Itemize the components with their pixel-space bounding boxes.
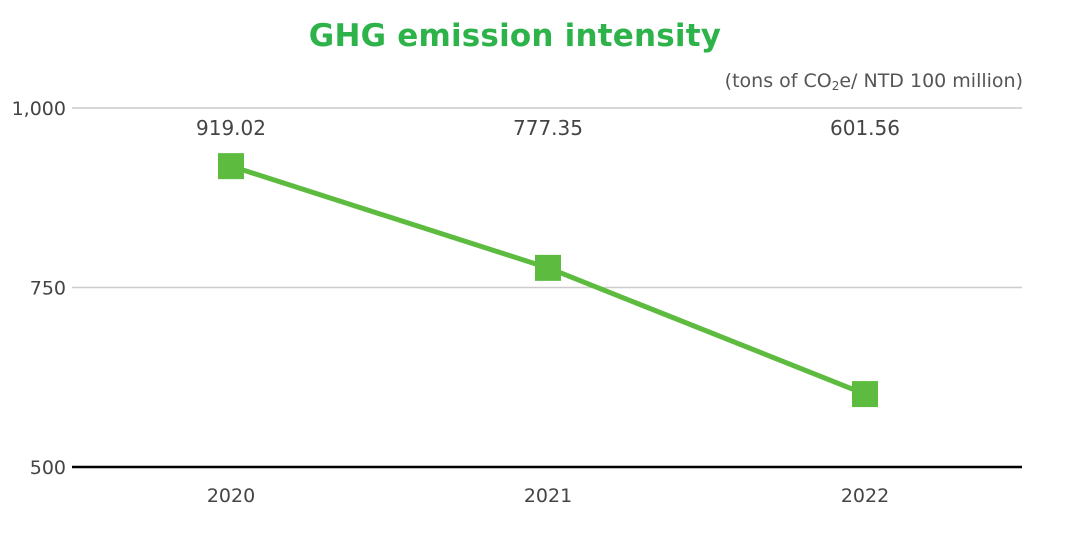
data-label: 777.35 bbox=[513, 116, 583, 140]
x-axis-tick-labels: 2020 2021 2022 bbox=[207, 485, 889, 507]
unit-label-subscript: 2 bbox=[831, 79, 840, 93]
data-labels: 919.02 777.35 601.56 bbox=[196, 116, 900, 140]
data-point-marker bbox=[218, 153, 244, 180]
x-tick-label: 2021 bbox=[524, 485, 572, 507]
unit-label: (tons of CO2e/ NTD 100 million) bbox=[725, 70, 1023, 93]
y-tick-label: 750 bbox=[30, 278, 66, 300]
data-point-marker bbox=[852, 381, 878, 408]
series-markers bbox=[218, 153, 878, 408]
unit-label-prefix: (tons of CO bbox=[724, 70, 832, 92]
data-point-marker bbox=[535, 254, 561, 281]
unit-label-suffix: e/ NTD 100 million) bbox=[839, 70, 1023, 92]
y-tick-label: 1,000 bbox=[12, 98, 66, 120]
x-tick-label: 2022 bbox=[841, 485, 889, 507]
y-axis-tick-labels: 500 750 1,000 bbox=[12, 98, 66, 479]
x-tick-label: 2020 bbox=[207, 485, 255, 507]
gridlines bbox=[72, 107, 1022, 469]
data-label: 601.56 bbox=[830, 116, 900, 140]
data-label: 919.02 bbox=[196, 116, 266, 140]
chart-title: GHG emission intensity bbox=[308, 18, 722, 54]
y-tick-label: 500 bbox=[30, 457, 66, 479]
